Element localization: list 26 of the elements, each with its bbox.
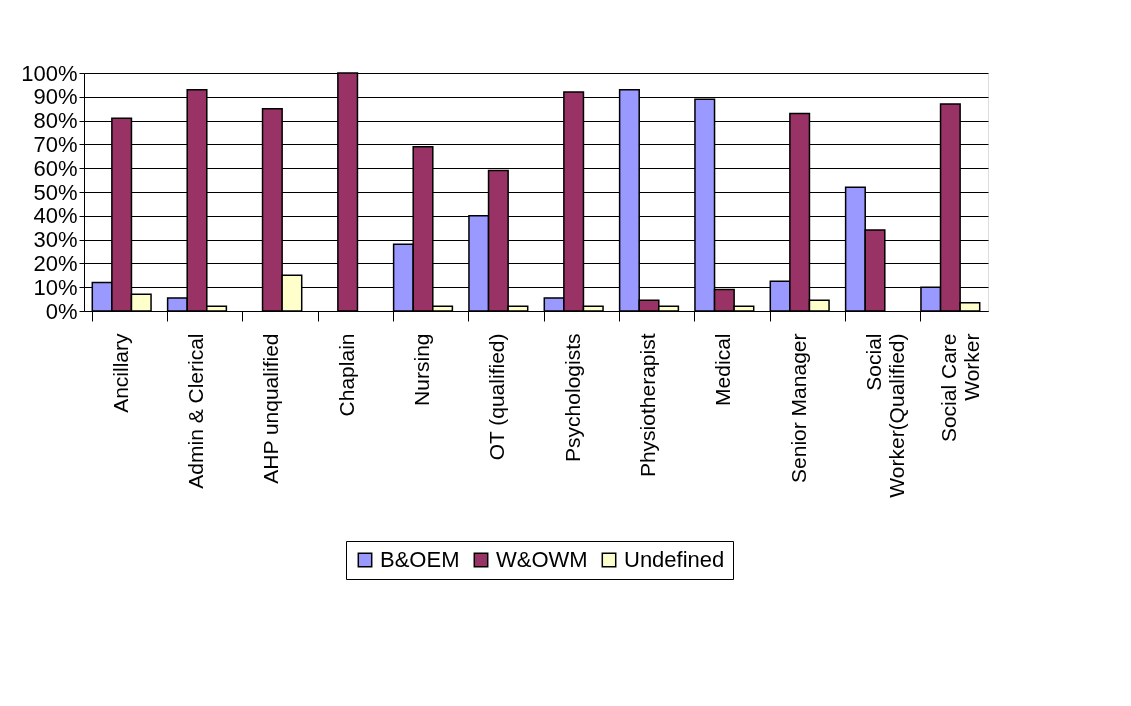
y-tick-label: 30% — [33, 227, 78, 253]
x-tick-label: Senior Manager — [786, 333, 810, 483]
x-tick-label: Psychologists — [560, 333, 584, 462]
x-tick-label: Chaplain — [334, 333, 358, 417]
legend-label: W&OWM — [496, 547, 588, 572]
y-tick-label: 60% — [33, 155, 78, 181]
x-tick-label: Social Care Worker — [937, 333, 984, 443]
x-tick-label: OT (qualified) — [485, 333, 509, 461]
legend-label: B&OEM — [380, 547, 460, 572]
x-tick-label: AHP unqualified — [259, 333, 283, 484]
y-tick-label: 20% — [33, 250, 78, 276]
x-tick-label: Medical — [711, 333, 735, 406]
x-tick-label: Admin & Clerical — [184, 333, 207, 489]
y-tick-label: 50% — [33, 179, 78, 205]
y-tick-label: 10% — [33, 274, 78, 300]
legend-label: Undefined — [624, 547, 725, 572]
y-tick-label: 100% — [21, 60, 78, 86]
y-tick-label: 80% — [33, 108, 78, 134]
x-tick-label: Ancillary — [108, 333, 132, 413]
y-tick-label: 70% — [33, 131, 78, 157]
x-tick-label: Physiotherapist — [636, 333, 659, 478]
x-tick-label: Social Worker(Qualified) — [862, 333, 908, 498]
x-tick-label: Nursing — [410, 333, 433, 406]
y-tick-label: 40% — [33, 203, 78, 229]
y-tick-label: 90% — [33, 84, 78, 110]
y-tick-label: 0% — [45, 298, 78, 324]
